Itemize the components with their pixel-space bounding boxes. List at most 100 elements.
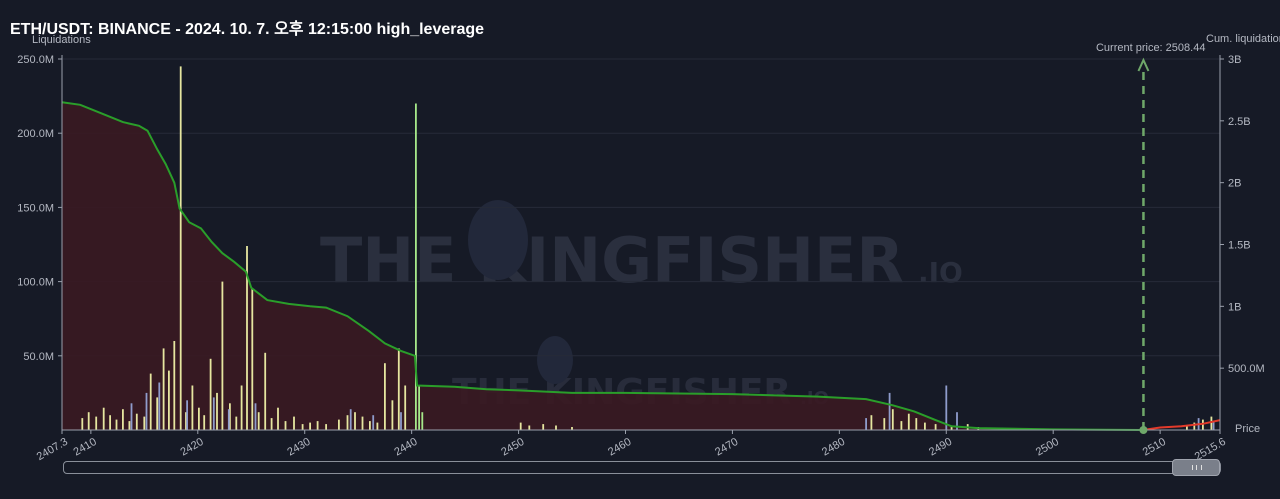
bar-blue	[145, 392, 148, 430]
x-tick-label: 2490	[927, 436, 954, 459]
bar-yellow	[284, 421, 287, 430]
bar-yellow	[555, 425, 557, 430]
x-tick-label: 2450	[499, 436, 526, 459]
bar-yellow	[293, 416, 295, 430]
bars-group	[81, 66, 1215, 431]
bar-blue	[956, 412, 958, 430]
bar-yellow	[883, 418, 886, 430]
bar-yellow	[122, 409, 124, 430]
bar-green	[421, 412, 424, 430]
current-price-marker	[1139, 426, 1148, 434]
left-tick-label: 100.0M	[17, 277, 54, 289]
bar-yellow	[246, 246, 248, 430]
bar-yellow	[135, 413, 138, 430]
bar-green	[415, 103, 417, 430]
bar-blue	[1212, 421, 1215, 430]
bar-yellow	[173, 341, 176, 430]
right-axis-sublabel: Price	[1235, 423, 1261, 435]
bar-yellow	[376, 422, 379, 430]
bar-blue	[130, 403, 133, 430]
bar-yellow	[185, 412, 187, 430]
bar-yellow	[346, 415, 349, 430]
cumulative-lines-group	[61, 101, 1221, 431]
bar-yellow	[235, 416, 238, 430]
bar-yellow	[81, 418, 84, 430]
cumulative-fill-group	[62, 58, 1220, 431]
bar-yellow	[115, 419, 118, 430]
bar-yellow	[191, 385, 194, 430]
bar-blue	[372, 415, 375, 430]
bar-blue	[186, 400, 188, 430]
current-price-group: Current price: 2508.44	[1096, 42, 1205, 434]
bar-yellow	[338, 419, 340, 430]
bar-yellow	[391, 400, 394, 430]
x-tick-label: 2500	[1034, 436, 1061, 459]
x-tick-label: 2407.3	[35, 436, 70, 463]
left-tick-label: 200.0M	[17, 128, 54, 140]
x-tick-label: 2510	[1141, 436, 1168, 459]
bar-yellow	[162, 348, 165, 430]
bar-yellow	[1193, 422, 1196, 430]
x-tick-label: 2420	[178, 436, 205, 459]
bar-yellow	[109, 415, 111, 430]
scrollbar-handle[interactable]	[1172, 459, 1220, 476]
bar-yellow	[316, 421, 319, 430]
bar-yellow	[870, 415, 873, 430]
right-tick-label: 3B	[1228, 54, 1241, 66]
bar-yellow	[216, 392, 218, 430]
right-tick-label: 2.5B	[1228, 116, 1251, 128]
bar-yellow	[143, 416, 146, 430]
bar-blue	[227, 409, 230, 430]
cumulative-line-left	[61, 101, 1144, 431]
bar-green	[418, 385, 420, 430]
right-tick-label: 2B	[1228, 178, 1241, 190]
left-tick-label: 250.0M	[17, 54, 54, 66]
bar-yellow	[1210, 416, 1213, 430]
grip-icon	[1192, 465, 1202, 470]
x-tick-label: 2430	[285, 436, 312, 459]
cumulative-fill-area	[62, 102, 1144, 431]
bar-yellow	[571, 427, 573, 430]
x-tick-label: 2480	[820, 436, 847, 459]
x-tick-label: 2410	[72, 436, 99, 459]
bar-yellow	[277, 407, 279, 430]
bar-yellow	[229, 403, 231, 430]
bar-yellow	[221, 281, 224, 430]
bar-yellow	[198, 407, 200, 430]
bar-yellow	[102, 407, 105, 430]
bar-yellow	[168, 370, 170, 430]
bar-yellow	[384, 363, 386, 430]
bar-yellow	[542, 424, 545, 430]
bar-blue	[254, 403, 257, 430]
bar-yellow	[369, 421, 371, 430]
chart-title: ETH/USDT: BINANCE - 2024. 10. 7. 오후 12:1…	[10, 21, 485, 38]
bar-yellow	[264, 352, 267, 430]
bar-yellow	[397, 348, 400, 430]
x-tick-label: 2460	[606, 436, 633, 459]
right-tick-label: 1B	[1228, 301, 1241, 313]
bar-yellow	[900, 421, 903, 430]
kingfisher-bird-small-icon	[537, 336, 573, 384]
bar-yellow	[325, 424, 327, 430]
bar-blue	[212, 397, 215, 430]
current-price-arrow-icon	[1137, 57, 1150, 72]
right-axis-title: Cum. liquidations	[1206, 33, 1280, 45]
left-tick-label: 150.0M	[17, 202, 54, 214]
bar-yellow	[404, 385, 407, 430]
bar-yellow	[915, 418, 918, 430]
current-price-label: Current price: 2508.44	[1096, 42, 1205, 54]
bar-yellow	[891, 409, 894, 430]
bar-blue	[349, 409, 352, 430]
left-tick-label: 50.0M	[23, 351, 54, 363]
bar-yellow	[361, 416, 364, 430]
bar-yellow	[179, 66, 182, 431]
range-scrollbar[interactable]	[63, 459, 1221, 476]
bar-yellow	[301, 424, 304, 430]
bar-yellow	[924, 422, 926, 430]
bar-yellow	[270, 418, 273, 430]
right-tick-label: 1.5B	[1228, 240, 1251, 252]
bar-yellow	[251, 289, 254, 430]
bar-yellow	[257, 412, 260, 430]
right-tick-label: 500.0M	[1228, 363, 1265, 375]
bar-blue	[865, 418, 867, 430]
